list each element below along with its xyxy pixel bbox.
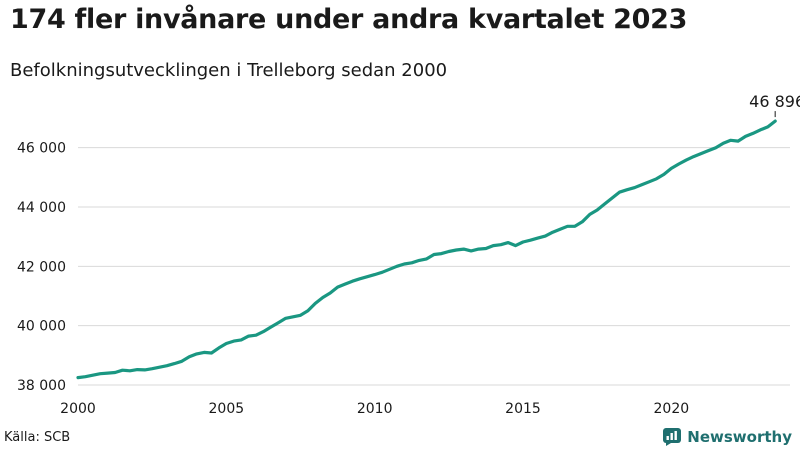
y-tick-label: 40 000	[17, 319, 66, 335]
source-note: Källa: SCB	[4, 430, 71, 445]
x-tick-label: 2000	[60, 401, 96, 417]
x-tick-label: 2005	[209, 401, 245, 417]
chart-subtitle: Befolkningsutvecklingen i Trelleborg sed…	[10, 60, 448, 81]
brand-name: Newsworthy	[687, 428, 792, 446]
x-tick-label: 2015	[505, 401, 541, 417]
y-tick-label: 42 000	[17, 259, 66, 275]
y-tick-label: 44 000	[17, 200, 66, 216]
chart-title: 174 fler invånare under andra kvartalet …	[10, 4, 688, 35]
y-tick-label: 46 000	[17, 141, 66, 157]
y-tick-label: 38 000	[17, 378, 66, 394]
brand-logo: Newsworthy	[663, 428, 792, 446]
last-value-label: 46 896	[749, 92, 800, 111]
series-line	[76, 119, 777, 380]
x-tick-label: 2010	[357, 401, 393, 417]
x-tick-label: 2020	[654, 401, 690, 417]
newsworthy-logo-icon	[663, 428, 682, 446]
